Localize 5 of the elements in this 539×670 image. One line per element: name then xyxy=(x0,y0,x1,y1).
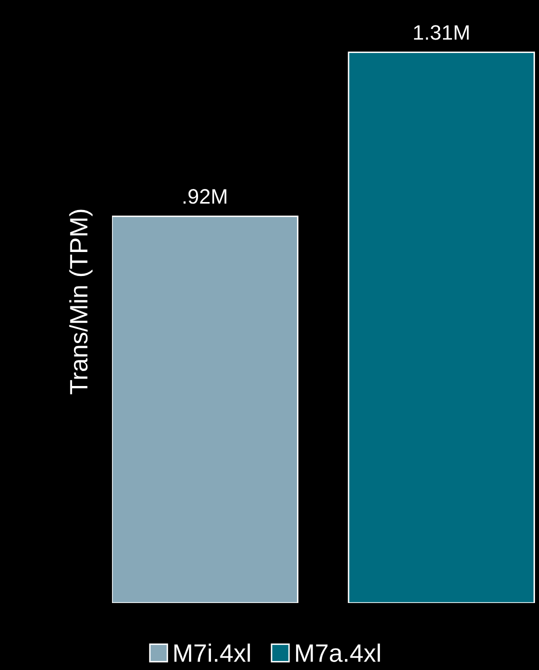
data-label: 1.31M xyxy=(414,25,469,40)
data-label: .92M xyxy=(184,189,226,204)
legend-label: M7a.4xl xyxy=(296,644,380,662)
y-axis-title: Trans/Min (TPM) xyxy=(69,210,93,394)
legend-label: M7i.4xl xyxy=(174,644,250,662)
